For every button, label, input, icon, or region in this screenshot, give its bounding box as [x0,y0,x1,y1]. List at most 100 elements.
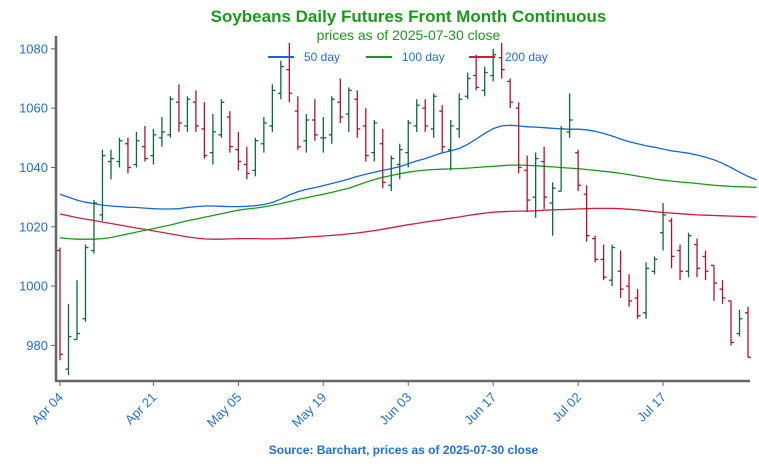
ohlc-bar [600,244,607,281]
ohlc-bar [583,185,590,242]
axes-frame [54,36,750,383]
ohlc-bar [532,152,539,218]
ohlc-bar [269,84,276,132]
ohlc-bar [396,143,403,180]
ohlc-bar [141,125,148,162]
ohlc-bar [651,256,658,275]
100-day-ma-line [59,164,757,240]
ohlc-bar [303,114,310,153]
y-tick-label: 1000 [19,279,48,294]
ohlc-bar [566,93,573,138]
ohlc-bar [524,155,531,212]
200-day-ma-line [59,207,757,240]
ohlc-bar [447,120,454,171]
ohlc-bar [685,232,692,278]
ohlc-bar [209,114,216,165]
legend-label: 100 day [402,50,445,64]
ohlc-bar [558,125,565,192]
ohlc-bar [660,203,667,251]
legend-label: 200 day [505,50,548,64]
ohlc-bar [192,90,199,132]
x-tick-label: Jul 17 [634,390,669,425]
ohlc-bar [320,117,327,153]
legend-label: 50 day [304,50,340,64]
ohlc-bar [294,96,301,150]
ohlc-bar [677,244,684,281]
ohlc-bar [116,137,123,168]
ohlc-bar [73,280,80,341]
y-tick-label: 980 [26,338,48,353]
ohlc-bar [218,99,225,138]
ohlc-bar [107,149,114,180]
ohlc-bar [167,96,174,138]
ohlc-bar [235,131,242,171]
ohlc-bar [371,120,378,162]
ohlc-bar [745,306,751,358]
ohlc-bar [719,280,726,304]
ohlc-bar [286,42,293,103]
ohlc-bar [184,96,191,132]
x-tick-label: Jun 03 [376,390,414,428]
ohlc-bar [362,108,369,162]
ohlc-bar [481,66,488,97]
ohlc-bar [90,200,97,254]
chart-title: Soybeans Daily Futures Front Month Conti… [210,7,607,26]
ohlc-bar [702,250,709,281]
source-note: Source: Barchart, prices as of 2025-07-3… [268,443,539,457]
ohlc-bar [328,96,335,144]
ohlc-bar [464,72,471,100]
x-tick-label: Jun 17 [461,390,499,428]
ohlc-bar [617,250,624,298]
ohlc-bar [634,289,641,319]
ohlc-bar [515,102,522,174]
y-tick-label: 1060 [19,101,48,116]
ohlc-bar [575,149,582,192]
ohlc-bar [150,128,157,165]
ohlc-bar [82,244,89,322]
ohlc-bar [243,146,250,180]
legend-item: 100 day [366,50,445,64]
ohlc-bar [549,182,556,236]
ohlc-bar [99,149,106,221]
ohlc-bar [456,93,463,138]
ohlc-bar [413,99,420,132]
ohlc-bars [57,42,751,376]
ohlc-bar [430,93,437,138]
chart-subtitle: prices as of 2025-07-30 close [316,27,501,43]
ohlc-bar [490,48,497,82]
x-tick-label: Apr 04 [28,390,66,428]
x-axis: Apr 04 Apr 21 May 05 May 19 Jun 03 Jun 17 Jul … [28,381,669,430]
legend: 50 day 100 day 200 day [268,50,548,64]
ohlc-bar [643,262,650,319]
ohlc-bar [541,146,548,209]
ohlc-bar [260,117,267,153]
ohlc-bar [507,78,514,109]
ohlc-bar [592,235,599,263]
ohlc-bar [124,137,131,174]
ohlc-bar [728,300,735,346]
ohlc-bar [345,87,352,132]
ohlc-bar [201,102,208,159]
y-tick-label: 1020 [19,219,48,234]
x-tick-label: Apr 21 [122,390,160,428]
x-tick-label: Jul 02 [549,390,584,425]
legend-item: 200 day [469,50,548,64]
legend-item: 50 day [268,50,340,64]
x-tick-label: May 19 [289,390,330,431]
ohlc-bar [133,131,140,168]
ohlc-bar [379,128,386,189]
ohlc-bar [311,99,318,141]
ohlc-bar [609,244,616,287]
ohlc-bar [226,111,233,153]
ohlc-bar [626,274,633,307]
ohlc-bar [405,120,412,168]
ohlc-bar [422,99,429,132]
ohlc-bar [694,238,701,278]
y-tick-label: 1040 [19,160,48,175]
ohlc-bar [175,84,182,132]
ohlc-bar [354,90,361,138]
ohlc-bar [158,117,165,147]
ohlc-bar [711,264,718,301]
ohlc-bar [277,60,284,100]
ohlc-bar [473,54,480,91]
